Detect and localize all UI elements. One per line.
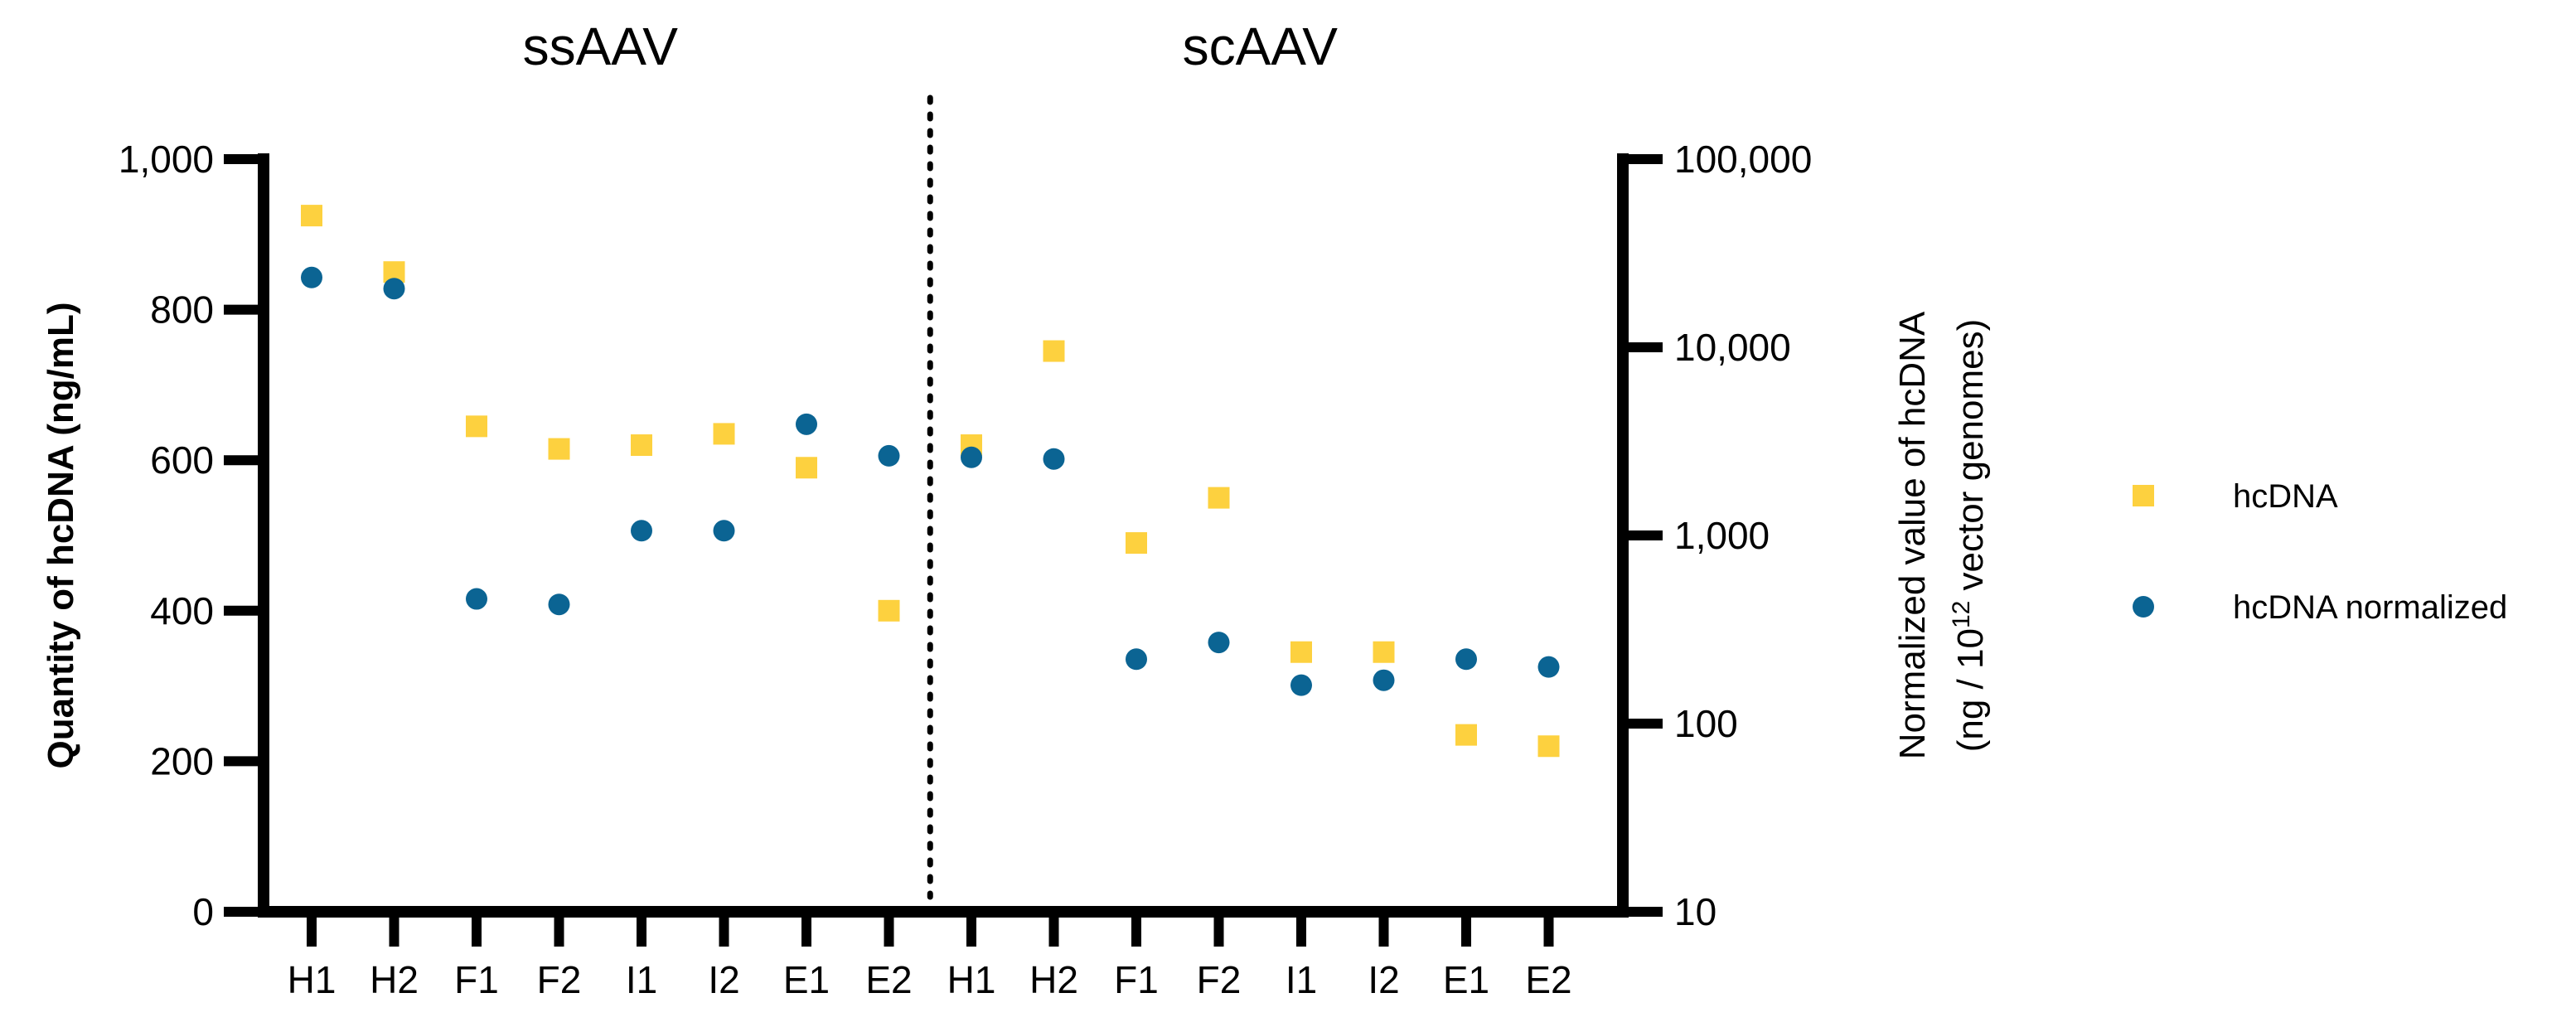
marks-layer — [301, 205, 1560, 758]
hcdna-square-point — [1290, 641, 1312, 663]
right-axis-title-line2: (ng / 1012 vector genomes) — [1948, 319, 1991, 753]
right-axis-title-part: vector genomes) — [1950, 319, 1991, 601]
x-tick-label: I2 — [1368, 958, 1399, 1001]
left-tick-label: 0 — [192, 890, 214, 933]
x-tick-label: H1 — [288, 958, 337, 1001]
hcdna-normalized-circle-point — [713, 520, 735, 542]
x-tick-label: F2 — [537, 958, 582, 1001]
hcdna-normalized-circle-point — [796, 413, 817, 435]
x-tick-label: E1 — [783, 958, 830, 1001]
hcdna-square-point — [631, 434, 652, 457]
hcdna-square-point — [1455, 724, 1477, 746]
left-tick-label: 400 — [150, 589, 214, 632]
right-axis-title-superscript: 12 — [1948, 601, 1975, 628]
group-title: scAAV — [1183, 17, 1339, 76]
x-tick-label: H2 — [1029, 958, 1078, 1001]
hcdna-normalized-circle-point — [961, 446, 982, 468]
x-tick-label: E2 — [1525, 958, 1571, 1001]
x-tick-label: H1 — [947, 958, 996, 1001]
right-tick-label: 10,000 — [1674, 326, 1791, 369]
left-tick-label: 600 — [150, 438, 214, 482]
legend: hcDNA hcDNA normalized — [2133, 478, 2507, 626]
right-tick-label: 1,000 — [1674, 514, 1770, 557]
hcdna-normalized-circle-point — [383, 278, 405, 300]
x-tick-label: H2 — [370, 958, 419, 1001]
hcdna-square-point — [466, 415, 487, 438]
legend-label: hcDNA normalized — [2233, 589, 2507, 626]
x-tick-label: F1 — [454, 958, 499, 1001]
hcdna-square-point — [796, 457, 817, 479]
hcdna-normalized-circle-point — [1455, 648, 1477, 671]
left-axis-title: Quantity of hcDNA (ng/mL) — [41, 303, 81, 769]
axes-layer: 0 200 400 600 800 1,000 Quantity of hcDNA (ng/… — [41, 17, 1991, 1001]
x-tick-label: F1 — [1114, 958, 1159, 1001]
hcdna-normalized-circle-point — [1043, 448, 1065, 470]
hcdna-normalized-circle-point — [631, 520, 652, 542]
right-axis-title-line1: Normalized value of hcDNA — [1892, 311, 1933, 759]
x-tick-label: I2 — [708, 958, 739, 1001]
hcdna-square-point — [1126, 532, 1147, 555]
hcdna-square-point — [548, 438, 570, 460]
hcdna-normalized-circle-point — [878, 444, 900, 467]
legend-circle-marker — [2133, 596, 2154, 618]
hcdna-square-point — [301, 205, 322, 227]
left-tick-label: 800 — [150, 288, 214, 332]
left-tick-label: 200 — [150, 739, 214, 782]
hcdna-square-point — [1208, 487, 1230, 509]
right-axis-title-part: (ng / 10 — [1950, 628, 1991, 752]
group-title: ssAAV — [523, 17, 679, 76]
x-tick-label: I1 — [626, 958, 657, 1001]
x-tick-label: F2 — [1197, 958, 1242, 1001]
hcdna-normalized-circle-point — [466, 588, 487, 610]
hcdna-square-point — [1043, 340, 1065, 362]
x-tick-label: E2 — [865, 958, 912, 1001]
hcdna-normalized-circle-point — [1208, 632, 1230, 654]
legend-label: hcDNA — [2233, 478, 2338, 515]
hcdna-normalized-circle-point — [1290, 674, 1312, 696]
right-tick-label: 100 — [1674, 702, 1738, 745]
hcdna-normalized-circle-point — [1373, 669, 1395, 691]
hcdna-normalized-circle-point — [301, 266, 322, 288]
x-tick-label: E1 — [1443, 958, 1489, 1001]
x-tick-label: I1 — [1286, 958, 1317, 1001]
right-tick-label: 100,000 — [1674, 138, 1812, 181]
left-tick-label: 1,000 — [119, 138, 214, 181]
hcdna-square-point — [878, 599, 900, 622]
hcdna-square-point — [713, 423, 735, 445]
hcdna-square-point — [1373, 641, 1395, 663]
hcdna-square-point — [1537, 735, 1560, 758]
hcdna-normalized-circle-point — [1537, 656, 1560, 678]
right-tick-label: 10 — [1674, 890, 1717, 933]
hcdna-normalized-circle-point — [1126, 648, 1147, 671]
legend-square-marker — [2133, 485, 2154, 506]
hcdna-normalized-circle-point — [548, 593, 570, 616]
